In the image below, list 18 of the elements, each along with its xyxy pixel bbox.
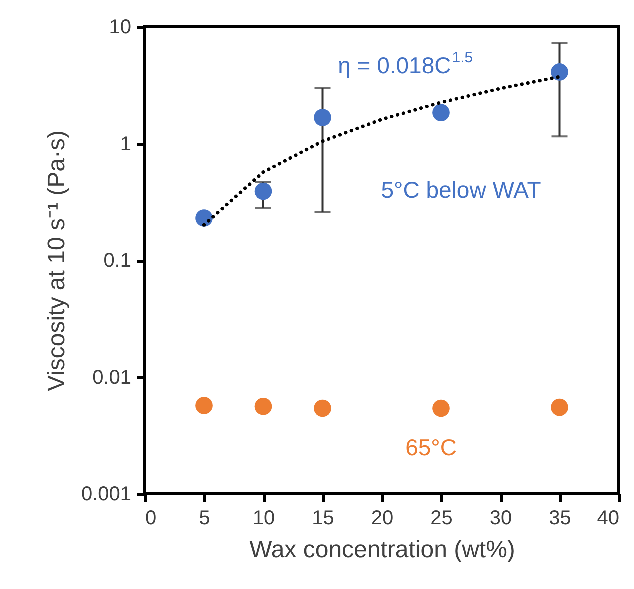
- x-tick-label: 5: [199, 508, 210, 530]
- series-label: 65°C: [406, 434, 457, 460]
- x-tick-label: 35: [549, 508, 572, 530]
- y-tick-label: 1: [120, 133, 132, 156]
- x-tick-label: 20: [371, 508, 394, 530]
- x-tick-label: 40: [597, 508, 620, 530]
- y-tick-label: 0.001: [81, 484, 132, 506]
- text: 5°C below WAT: [381, 176, 542, 203]
- x-tick-label: 15: [312, 508, 334, 530]
- y-tick-label: 0.1: [104, 250, 132, 272]
- x-axis-title: Wax concentration (wt%): [250, 536, 516, 564]
- y-tick-label: 10: [109, 16, 132, 38]
- x-tick-label: 10: [252, 508, 276, 530]
- y-tick-label: 0.01: [92, 366, 132, 389]
- x-tick-label: 25: [430, 508, 453, 530]
- y-axis-title: Viscosity at 10 s⁻¹ (Pa·s): [43, 130, 70, 392]
- x-tick-label: 30: [490, 508, 512, 530]
- x-tick-label: 0: [146, 508, 157, 530]
